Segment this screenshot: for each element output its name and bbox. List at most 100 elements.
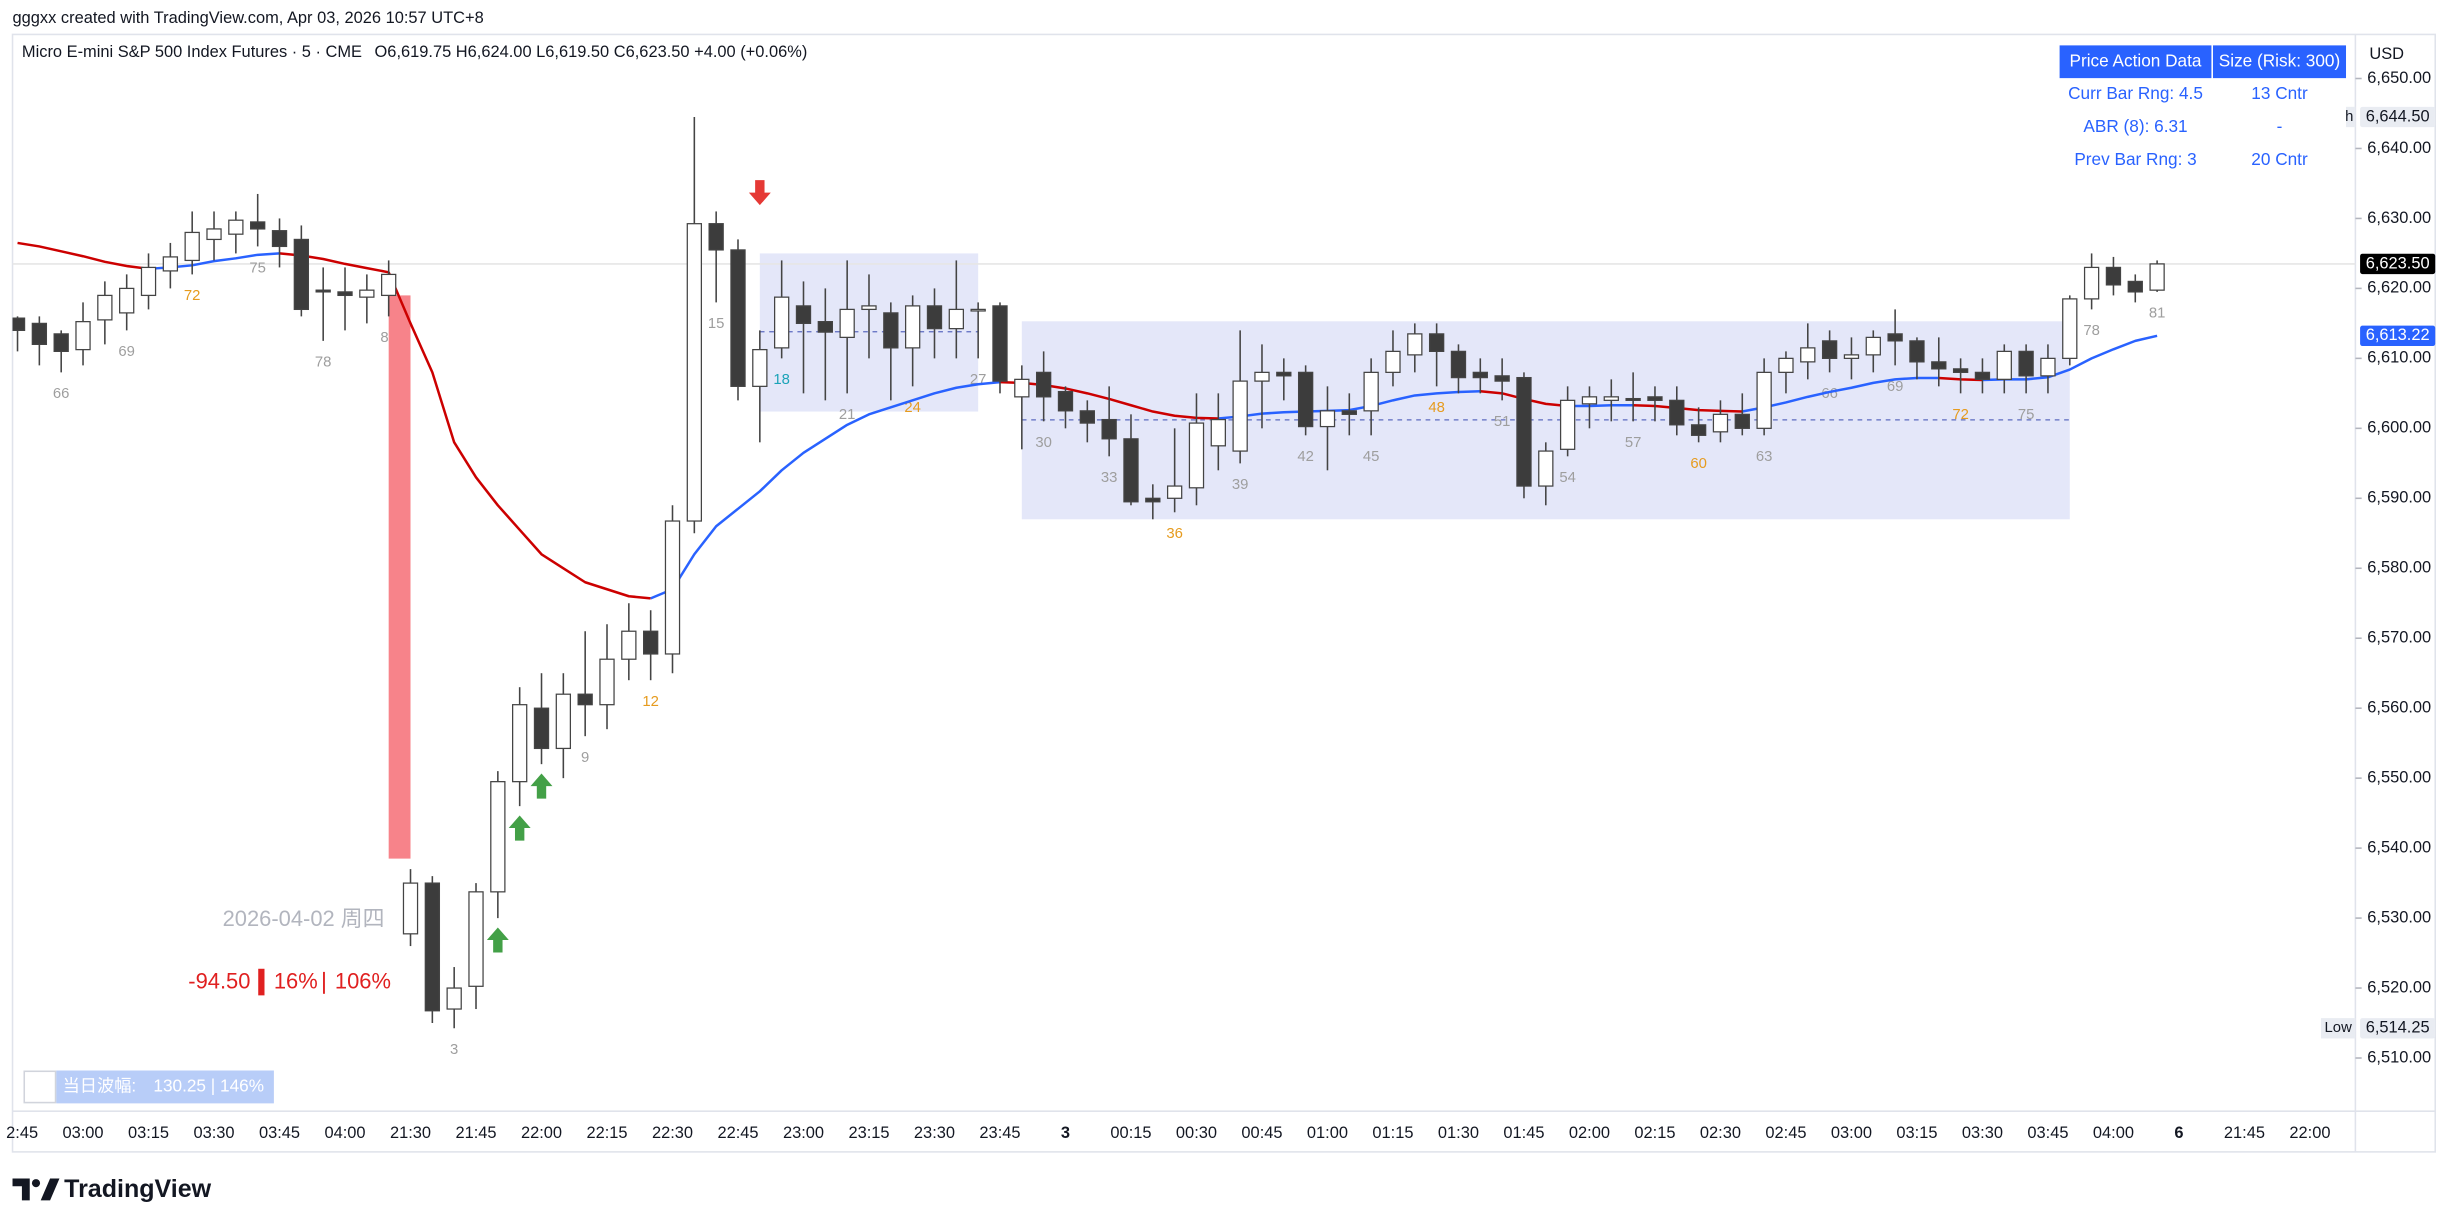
x-tick-label: 22:00: [2289, 1124, 2330, 1142]
plot-area: 6669727578813691215182124273033363942454…: [12, 116, 2356, 1058]
frame: [11, 33, 2437, 1153]
candle-body: [948, 308, 964, 330]
candle-body: [12, 317, 26, 332]
x-tick-label: 6: [2174, 1124, 2183, 1142]
candle-body: [2149, 263, 2165, 291]
candle-body: [2105, 266, 2122, 286]
candle-body: [839, 308, 855, 339]
moving-average: [650, 380, 1001, 600]
x-tick-label: 00:45: [1241, 1124, 1282, 1142]
candle-body: [2062, 298, 2078, 359]
candle-body: [1363, 371, 1379, 412]
x-tick-label: 02:30: [1700, 1124, 1741, 1142]
candle-body: [1778, 357, 1794, 373]
y-tick-label: 6,590.00: [2367, 489, 2431, 507]
candle-body: [1494, 375, 1510, 382]
currency: USD: [2369, 45, 2404, 63]
candle-body: [1057, 390, 1074, 412]
bar-count: 57: [1625, 435, 1642, 451]
bar-count: 12: [642, 694, 659, 710]
x-tick-label: 03:30: [1962, 1124, 2003, 1142]
range-checkbox[interactable]: [23, 1070, 57, 1104]
candle-body: [2083, 266, 2100, 300]
bar-count: 9: [581, 750, 589, 766]
candle-body: [512, 704, 528, 783]
credit: gggxx created with TradingView.com, Apr …: [13, 9, 484, 27]
logo-text: TradingView: [64, 1175, 212, 1203]
candle-body: [206, 228, 222, 241]
logo-dot: [31, 1179, 41, 1188]
price-tag-label: 6,613.22: [2366, 326, 2430, 344]
bar-count: 78: [315, 355, 332, 371]
symbol-line: Micro E-mini S&P 500 Index Futures · 5 ·…: [22, 44, 807, 62]
candle-body: [1647, 396, 1663, 401]
x-tick-label: 23:45: [979, 1124, 1020, 1142]
candle-body: [970, 308, 986, 312]
table-cell: 13 Cntr: [2251, 83, 2308, 103]
candle-body: [1254, 371, 1270, 382]
y-tick-label: 6,570.00: [2367, 629, 2431, 647]
candle-body: [1014, 378, 1030, 398]
candle-body: [1931, 361, 1947, 370]
x-tick-label: 21:45: [2224, 1124, 2265, 1142]
x-tick-label: 00:15: [1110, 1124, 1151, 1142]
candle-body: [271, 230, 288, 248]
table-cell: Curr Bar Rng: 4.5: [2068, 83, 2203, 103]
candle-body: [1538, 450, 1554, 487]
candle-body: [53, 333, 69, 352]
candle-body: [861, 305, 877, 311]
candle-body: [359, 289, 375, 298]
candle-body: [1232, 380, 1248, 452]
candle-body: [1887, 333, 1903, 342]
bar-count: 24: [904, 400, 921, 416]
candle-body: [97, 294, 113, 321]
x-tick-label: 22:30: [652, 1124, 693, 1142]
bar-count: 3: [450, 1042, 458, 1058]
candle-body: [119, 287, 135, 314]
candle-body: [1800, 347, 1816, 363]
signal-arrow: [530, 773, 553, 799]
candle-body: [1123, 438, 1139, 503]
x-tick-label: 23:00: [783, 1124, 824, 1142]
candle-body: [1035, 371, 1052, 398]
candle-body: [1166, 485, 1183, 499]
candle-body: [992, 305, 1008, 382]
y-tick-label: 6,650.00: [2367, 69, 2431, 87]
table-cell: 20 Cntr: [2251, 149, 2308, 169]
bar-count: 18: [773, 372, 790, 388]
bar-count: 51: [1494, 414, 1511, 430]
candle-body: [490, 781, 506, 893]
moving-average: [279, 252, 651, 600]
candle-body: [1407, 333, 1423, 356]
candle-body: [1625, 397, 1641, 401]
gap-bar: [388, 295, 411, 859]
candle-body: [2127, 280, 2143, 293]
x-tick-label: 22:15: [586, 1124, 627, 1142]
candle-body: [1974, 371, 1991, 380]
candle-body: [1472, 371, 1488, 379]
bar-count: 21: [839, 407, 856, 423]
candle-body: [773, 296, 790, 349]
candle-body: [1909, 340, 1925, 363]
candle-body: [533, 707, 550, 750]
x-tick-label: 21:30: [390, 1124, 431, 1142]
candle-body: [1516, 376, 1532, 487]
y-tick-label: 6,600.00: [2367, 419, 2431, 437]
candle-body: [1603, 396, 1619, 401]
bar-count: 45: [1363, 449, 1380, 465]
candle-body: [730, 249, 746, 387]
symbol-title: Micro E-mini S&P 500 Index Futures · 5 ·…: [22, 44, 362, 62]
x-tick-label: 23:30: [914, 1124, 955, 1142]
candle-body: [904, 305, 921, 349]
candle-body: [381, 273, 397, 297]
bar-count: 60: [1690, 456, 1707, 472]
price-tag-label: 6,514.25: [2366, 1019, 2430, 1037]
candle-body: [577, 693, 593, 706]
x-tick-label: 00:30: [1176, 1124, 1217, 1142]
y-tick-label: 6,550.00: [2367, 768, 2431, 786]
bar-count: 69: [1887, 379, 1904, 395]
x-tick-label: 3: [1061, 1124, 1070, 1142]
moving-average: [1633, 403, 1743, 413]
bar-count: 42: [1297, 449, 1314, 465]
y-tick-label: 6,560.00: [2367, 699, 2431, 717]
